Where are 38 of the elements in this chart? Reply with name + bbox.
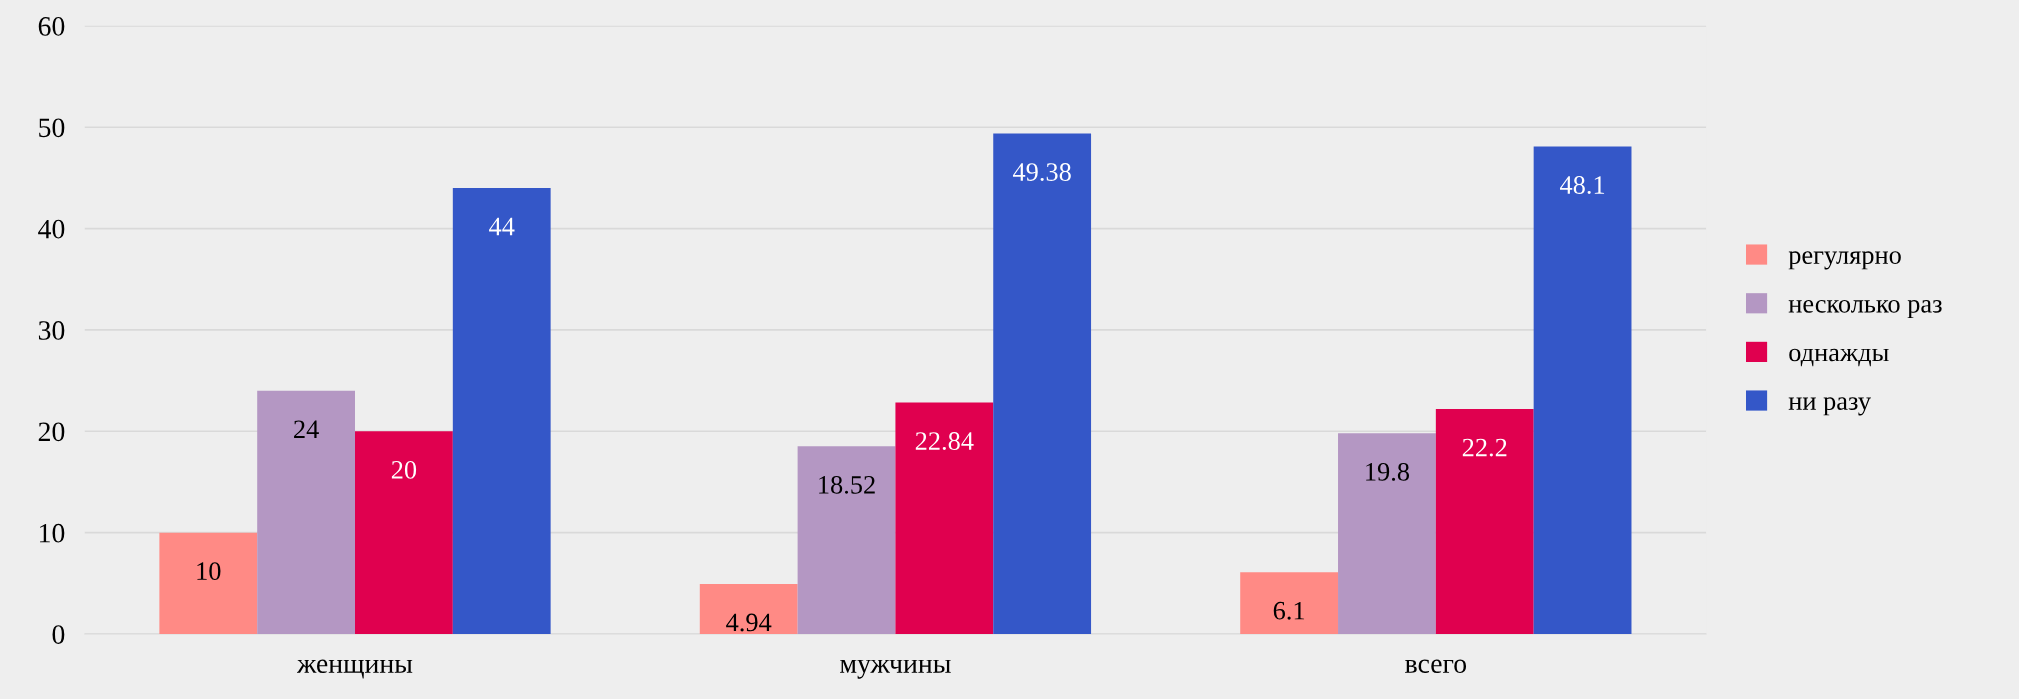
x-tick-label: всего — [1405, 659, 1467, 673]
y-tick-label: 30 — [38, 321, 65, 340]
bar — [1533, 146, 1632, 634]
y-tick-label: 50 — [39, 118, 65, 138]
data-label: 48.1 — [1559, 176, 1605, 195]
bar — [1338, 433, 1436, 634]
legend-label: ни разу — [1788, 397, 1871, 416]
x-tick-label: женщины — [297, 659, 413, 679]
legend-label: несколько раз — [1788, 300, 1942, 319]
bar — [1435, 408, 1534, 634]
data-label: 49.38 — [1012, 163, 1071, 182]
data-label: 18.52 — [819, 475, 875, 494]
bar — [257, 390, 356, 634]
bar — [797, 446, 896, 634]
y-tick-label: 60 — [38, 17, 65, 36]
y-tick-label: 20 — [38, 422, 65, 442]
data-label: 10 — [197, 562, 221, 581]
bar — [159, 532, 258, 634]
bar — [699, 583, 798, 634]
y-tick-label: 0 — [52, 625, 65, 644]
data-label: 22.84 — [915, 432, 974, 451]
bar — [355, 431, 453, 634]
bar — [452, 188, 551, 634]
data-label: 4.94 — [726, 613, 772, 632]
x-tick-label: мужчины — [840, 659, 951, 679]
bar — [895, 402, 994, 634]
y-tick-label: 40 — [38, 219, 65, 239]
bar — [993, 133, 1092, 634]
legend-label: регулярно — [1788, 251, 1901, 270]
data-label: 44 — [489, 217, 515, 236]
data-label: 20 — [391, 460, 417, 479]
bar — [1240, 572, 1339, 634]
data-label: 6.1 — [1273, 601, 1305, 620]
data-label: 24 — [294, 420, 319, 438]
y-tick-label: 10 — [40, 523, 65, 543]
data-label: 19.8 — [1366, 462, 1410, 481]
data-label: 22.2 — [1462, 438, 1507, 457]
legend-label: однажды — [1789, 348, 1889, 367]
